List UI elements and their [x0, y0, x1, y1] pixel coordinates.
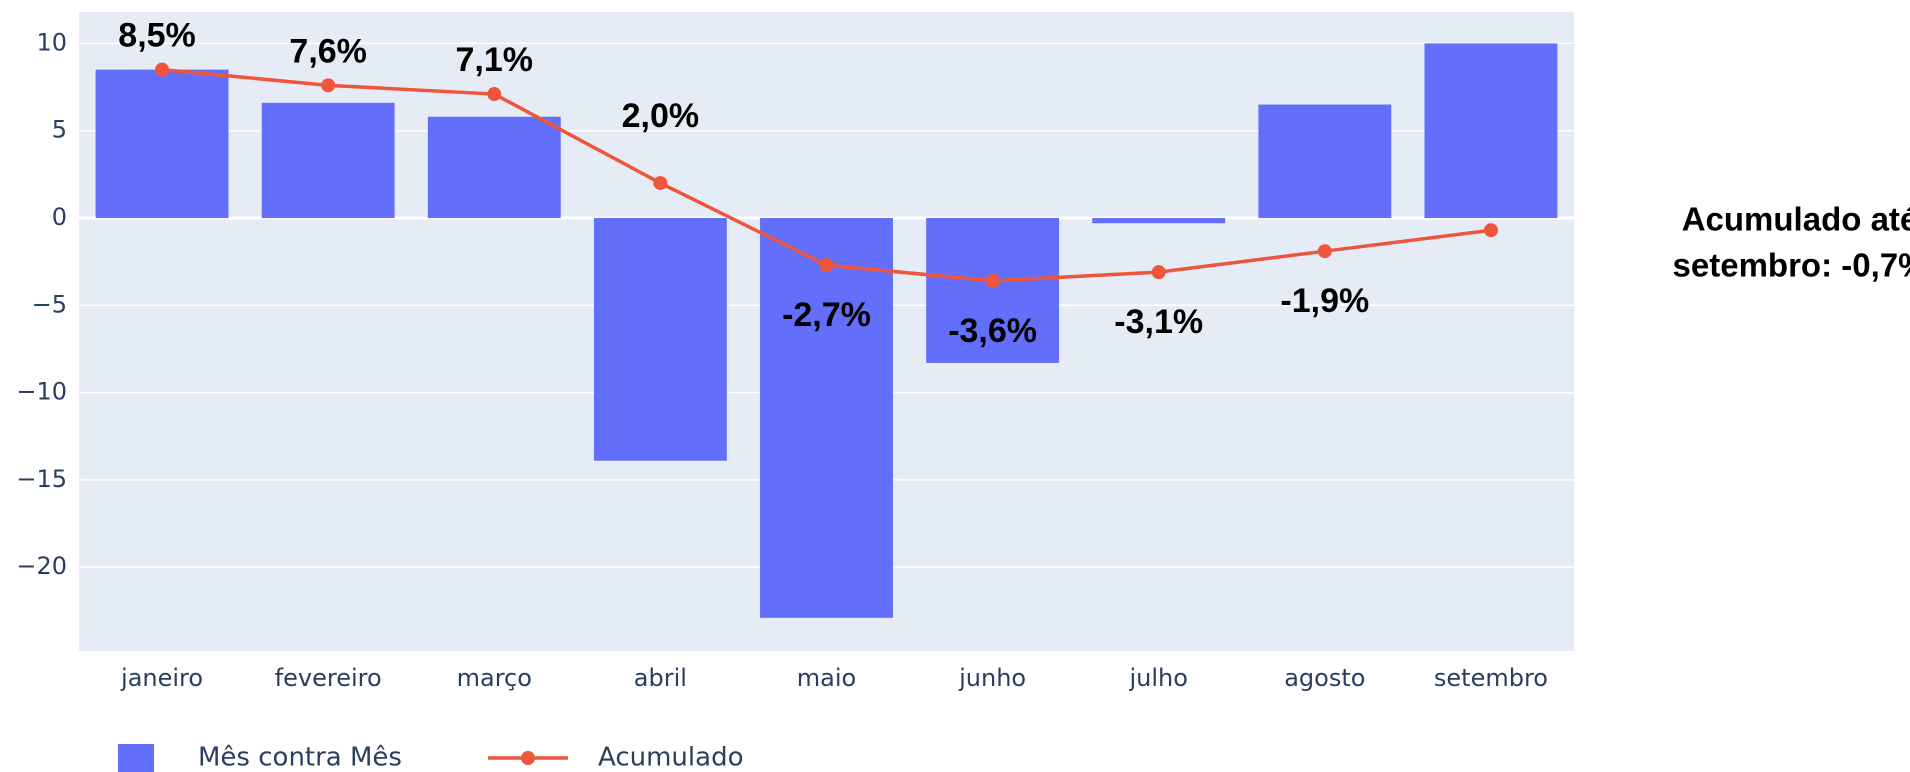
line-point — [1151, 265, 1166, 280]
bar — [760, 218, 893, 618]
x-tick-label: agosto — [1284, 664, 1365, 692]
x-tick-label: janeiro — [120, 664, 203, 692]
y-tick-label: −20 — [16, 552, 67, 580]
line-point — [819, 258, 834, 273]
x-tick-label: junho — [958, 664, 1026, 692]
value-label: 7,1% — [456, 41, 534, 79]
y-tick-label: −10 — [16, 378, 67, 406]
y-tick-label: −5 — [32, 290, 67, 318]
x-tick-label: abril — [634, 664, 687, 692]
value-label: 7,6% — [289, 32, 367, 70]
bar — [926, 218, 1060, 363]
value-label: 8,5% — [118, 17, 196, 55]
value-label: -3,6% — [948, 312, 1037, 350]
bar — [95, 69, 229, 219]
line-point — [653, 176, 668, 191]
line-point — [985, 273, 1000, 288]
line-point — [1317, 244, 1332, 259]
line-point — [487, 87, 502, 102]
bar — [593, 218, 727, 461]
y-tick-label: −15 — [16, 465, 67, 493]
x-tick-label: setembro — [1434, 664, 1548, 692]
annotation: setembro: -0,7% — [1673, 247, 1910, 284]
bar — [1258, 104, 1392, 219]
value-label: -2,7% — [782, 296, 871, 334]
bar — [1092, 218, 1226, 224]
annotation: Acumulado até — [1682, 201, 1910, 238]
x-tick-label: fevereiro — [275, 664, 382, 692]
value-label: 2,0% — [622, 97, 700, 135]
legend-label: Mês contra Mês — [198, 743, 402, 772]
value-label: -1,9% — [1280, 282, 1369, 320]
legend-swatch — [521, 751, 535, 765]
x-tick-label: maio — [797, 664, 856, 692]
y-tick-label: 5 — [52, 116, 67, 144]
line-point — [155, 62, 170, 77]
bar — [427, 116, 561, 219]
y-tick-label: 0 — [52, 203, 67, 231]
x-tick-label: março — [457, 664, 532, 692]
bar — [261, 102, 395, 219]
bar — [1424, 43, 1558, 219]
legend-label: Acumulado — [598, 743, 743, 772]
value-label: -3,1% — [1114, 303, 1203, 341]
legend-swatch — [118, 744, 154, 772]
y-tick-label: 10 — [36, 28, 67, 56]
line-point — [321, 78, 336, 93]
x-tick-label: julho — [1128, 664, 1187, 692]
line-point — [1483, 223, 1498, 238]
